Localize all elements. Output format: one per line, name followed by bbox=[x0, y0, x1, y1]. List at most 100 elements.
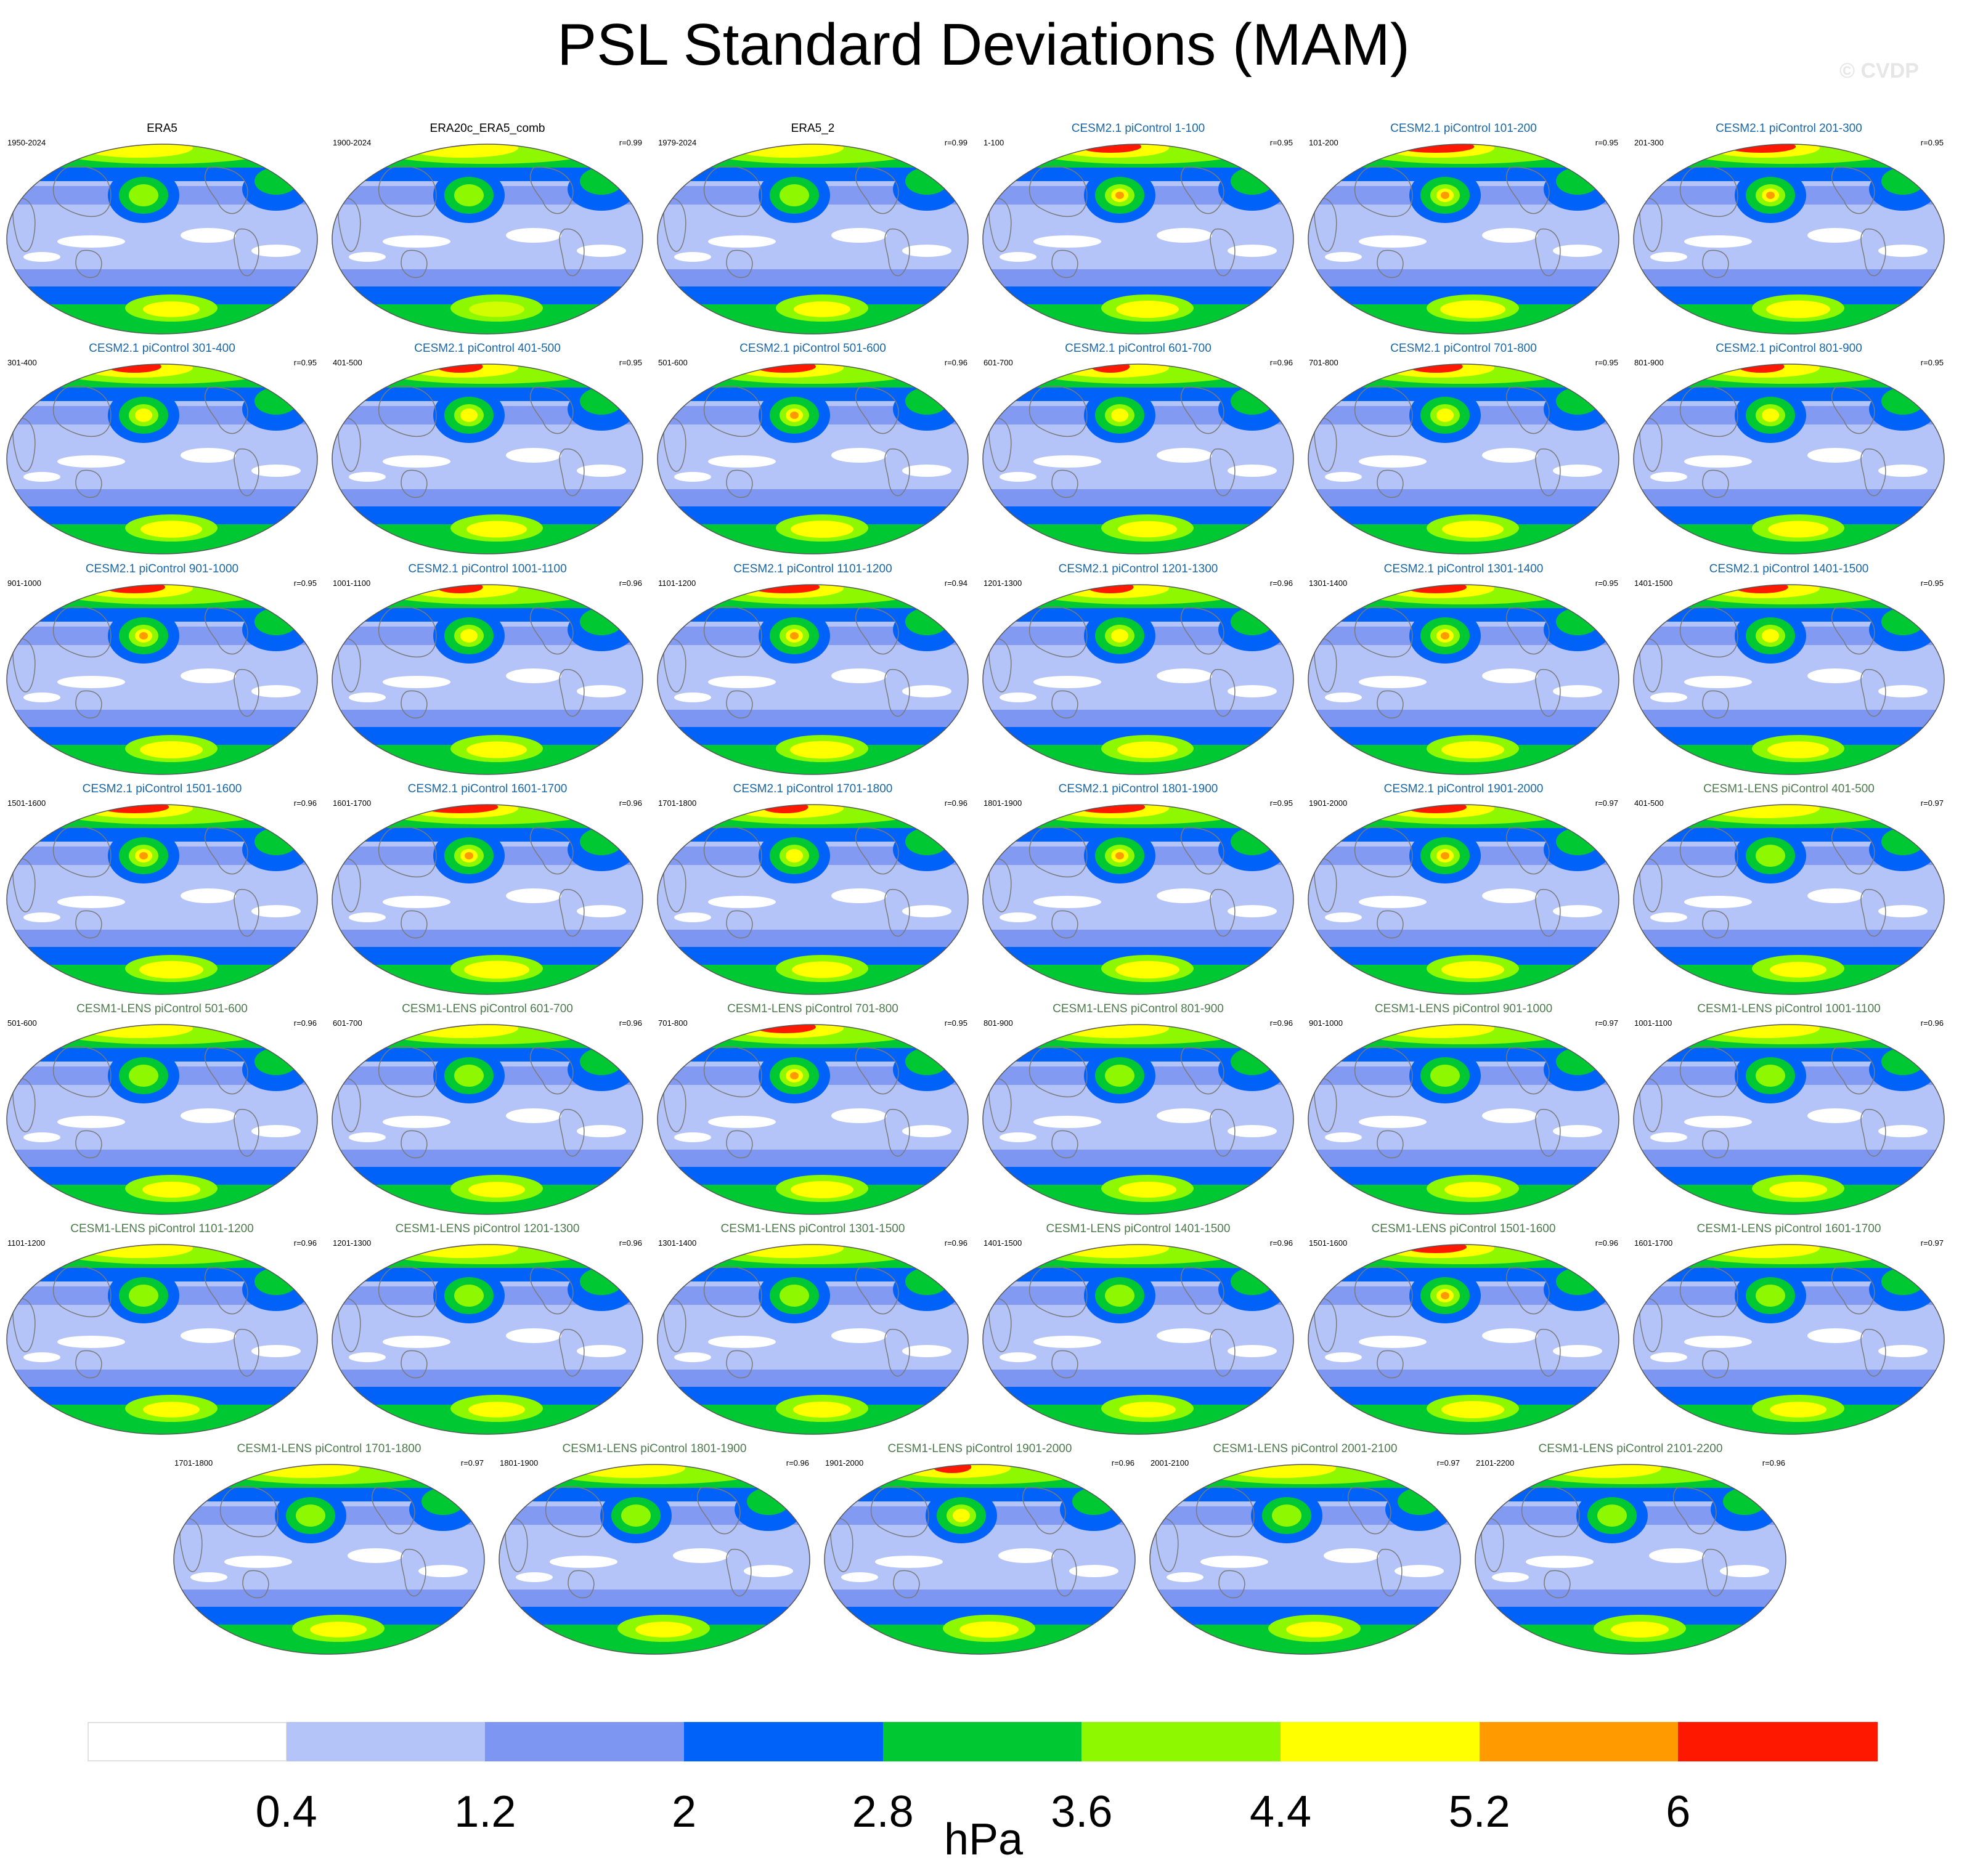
low-variability-patch bbox=[831, 1328, 887, 1343]
coastline-north-america bbox=[1505, 1047, 1550, 1095]
low-variability-patch bbox=[23, 1132, 60, 1142]
low-variability-patch bbox=[1553, 685, 1602, 697]
panel-years: 801-900 bbox=[1634, 358, 1664, 367]
north-atlantic-inner bbox=[580, 608, 623, 635]
north-atlantic-inner bbox=[1881, 608, 1924, 635]
low-variability-patch bbox=[1553, 905, 1602, 917]
panel-correlation: r=0.95 bbox=[1269, 138, 1293, 147]
coastline-south-america bbox=[234, 1108, 259, 1157]
map-border bbox=[982, 1244, 1294, 1435]
panel-title: CESM2.1 piControl 1901-2000 bbox=[1383, 782, 1544, 795]
low-variability-patch bbox=[1033, 676, 1101, 688]
coastline-australia bbox=[75, 1130, 102, 1159]
coastline-australia bbox=[1051, 250, 1078, 278]
map-border bbox=[1308, 1244, 1619, 1435]
low-variability-patch bbox=[1878, 245, 1928, 257]
aleutian-core bbox=[135, 408, 152, 422]
coastline-australia bbox=[401, 250, 428, 278]
coastline-africa bbox=[663, 1297, 686, 1352]
coastline-asia bbox=[545, 1486, 604, 1538]
arctic-peak bbox=[1397, 144, 1475, 153]
panel-title: CESM2.1 piControl 1801-1900 bbox=[1058, 782, 1218, 795]
map-panel: CESM1-LENS piControl 801-900 801-900 r=0.9… bbox=[981, 1002, 1295, 1217]
low-variability-patch bbox=[1359, 1116, 1427, 1128]
arctic-peak bbox=[750, 585, 820, 593]
map-panel: CESM2.1 piControl 1801-1900 1801-1900 r=0.… bbox=[981, 782, 1295, 997]
coastline-africa bbox=[1639, 1297, 1663, 1352]
panel-years: 1101-1200 bbox=[658, 579, 696, 588]
coastline-asia bbox=[704, 1266, 762, 1318]
coastline-north-america bbox=[855, 166, 899, 214]
panel-title: CESM1-LENS piControl 1501-1600 bbox=[1371, 1222, 1556, 1235]
low-variability-patch bbox=[251, 465, 301, 477]
north-atlantic-inner bbox=[1072, 1488, 1115, 1515]
coastline-asia bbox=[1029, 1046, 1088, 1098]
low-variability-patch bbox=[23, 472, 60, 482]
low-variability-patch bbox=[1228, 465, 1277, 477]
low-variability-patch bbox=[1325, 252, 1362, 262]
north-atlantic-inner bbox=[580, 828, 623, 855]
low-variability-patch bbox=[251, 245, 301, 257]
north-atlantic-inner bbox=[1556, 1048, 1599, 1075]
panel-title: CESM1-LENS piControl 601-700 bbox=[402, 1002, 573, 1015]
low-variability-patch bbox=[1482, 448, 1537, 463]
map-border bbox=[6, 144, 318, 335]
north-atlantic-inner bbox=[1231, 608, 1274, 635]
low-variability-patch bbox=[1650, 692, 1687, 702]
coastline-australia bbox=[1377, 1130, 1404, 1159]
panel-correlation: r=0.96 bbox=[619, 579, 642, 588]
panel-title: CESM1-LENS piControl 701-800 bbox=[727, 1002, 898, 1015]
panel-correlation: r=0.96 bbox=[293, 1018, 317, 1028]
panel-years: 1401-1500 bbox=[1634, 579, 1673, 588]
coastline-australia bbox=[1377, 910, 1404, 939]
low-variability-patch bbox=[1649, 1548, 1704, 1563]
coastline-north-america bbox=[1831, 1267, 1875, 1315]
map-plot bbox=[6, 1024, 318, 1215]
coastline-africa bbox=[988, 417, 1012, 472]
coastline-north-america bbox=[529, 1267, 574, 1315]
low-variability-patch bbox=[1684, 676, 1752, 688]
low-variability-patch bbox=[1069, 1565, 1118, 1577]
aleutian-peak bbox=[1441, 632, 1449, 640]
aleutian-peak bbox=[139, 852, 148, 859]
low-variability-patch bbox=[577, 245, 626, 257]
map-plot bbox=[1633, 363, 1945, 554]
map-panel: CESM2.1 piControl 1301-1400 1301-1400 r=0.… bbox=[1306, 562, 1621, 777]
arctic-peak bbox=[1091, 364, 1130, 373]
coastline-australia bbox=[1544, 1570, 1571, 1599]
coastline-australia bbox=[75, 250, 102, 278]
coastline-australia bbox=[1377, 250, 1404, 278]
southern-pacific-core bbox=[1611, 1622, 1669, 1638]
low-variability-patch bbox=[1359, 455, 1427, 468]
low-variability-patch bbox=[516, 1572, 553, 1582]
arctic-peak bbox=[1405, 585, 1467, 593]
aleutian-core bbox=[1762, 629, 1779, 643]
colorbar-tick-label: 3.6 bbox=[1051, 1787, 1113, 1837]
north-atlantic-inner bbox=[1881, 1268, 1924, 1295]
panel-title: CESM1-LENS piControl 901-1000 bbox=[1374, 1002, 1553, 1015]
low-variability-patch bbox=[251, 685, 301, 697]
map-plot bbox=[657, 804, 969, 995]
panel-years: 401-500 bbox=[1634, 798, 1664, 808]
map-border bbox=[982, 144, 1294, 335]
low-variability-patch bbox=[1325, 472, 1362, 482]
coastline-north-america bbox=[1347, 1487, 1391, 1535]
aleutian-peak bbox=[790, 412, 799, 419]
north-atlantic-inner bbox=[1881, 1048, 1924, 1075]
low-variability-patch bbox=[349, 472, 386, 482]
coastline-south-america bbox=[1210, 1108, 1236, 1157]
arctic-core bbox=[407, 1245, 518, 1258]
southern-subtropical-band bbox=[1634, 269, 1944, 286]
coastline-australia bbox=[1377, 690, 1404, 719]
low-variability-patch bbox=[674, 1132, 711, 1142]
low-variability-patch bbox=[1325, 692, 1362, 702]
map-plot bbox=[657, 144, 969, 335]
map-border bbox=[1308, 584, 1619, 775]
coastline-asia bbox=[704, 166, 762, 217]
panel-years: 1501-1600 bbox=[7, 798, 46, 808]
map-panel: CESM1-LENS piControl 1401-1500 1401-1500 r… bbox=[981, 1222, 1295, 1437]
map-panel: CESM1-LENS piControl 1501-1600 1501-1600 r… bbox=[1306, 1222, 1621, 1437]
coastline-north-america bbox=[204, 1047, 248, 1095]
low-variability-patch bbox=[708, 896, 776, 908]
map-plot bbox=[1308, 584, 1619, 775]
